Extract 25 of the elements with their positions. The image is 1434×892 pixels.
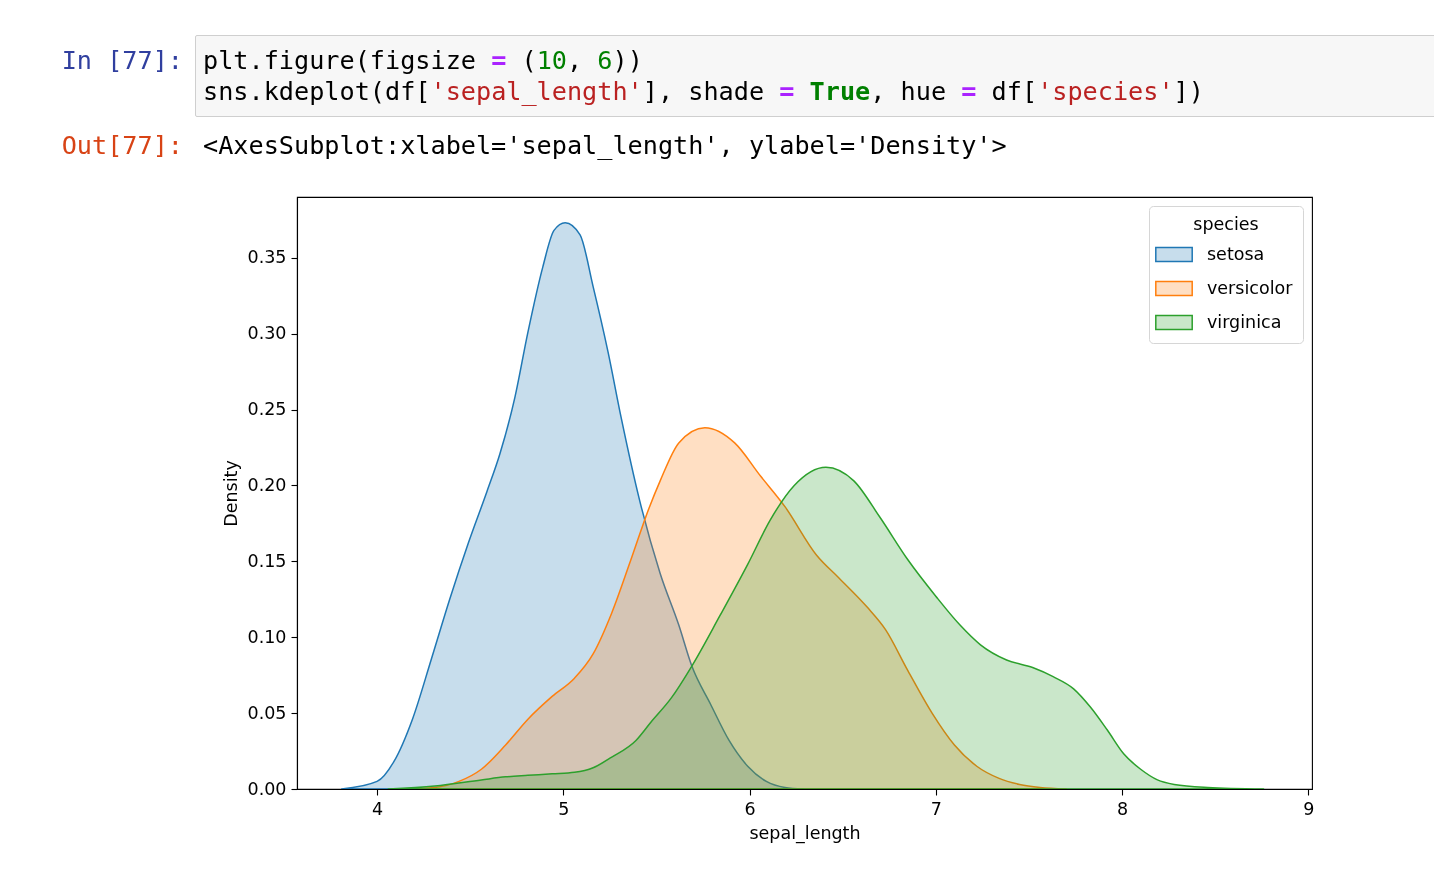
y-tick-label: 0.25 <box>247 399 287 420</box>
legend-title: species <box>1193 214 1259 234</box>
text: Out[77]: <box>60 129 183 161</box>
text: plt.figure(figsize = (10, 6)) <box>203 44 643 76</box>
text: In [77]: <box>60 44 183 76</box>
y-tick-label: 0.15 <box>247 550 287 571</box>
x-tick-label: 8 <box>1116 798 1129 819</box>
x-tick-label: 5 <box>558 798 570 819</box>
x-axis-title: sepal_length <box>749 823 861 844</box>
legend-label: virginica <box>1207 311 1282 332</box>
text: sns.kdeplot(df['sepal_length'], shade = True, hue = df['species']) <box>203 76 1204 106</box>
x-tick-label: 7 <box>930 798 942 819</box>
x-tick-label: 9 <box>1303 798 1315 819</box>
y-tick-label: 0.35 <box>247 247 287 268</box>
y-axis-title: Density <box>220 460 241 527</box>
legend-label: setosa <box>1207 243 1265 264</box>
legend-label: versicolor <box>1207 277 1294 298</box>
x-tick-label: 6 <box>744 798 756 819</box>
y-tick-label: 0.00 <box>247 778 287 799</box>
y-tick-label: 0.10 <box>247 626 287 647</box>
text: <AxesSubplot:xlabel='sepal_length', ylabel='Density'> <box>203 129 1007 161</box>
x-tick-label: 4 <box>372 798 384 819</box>
y-tick-label: 0.30 <box>247 323 287 344</box>
y-tick-label: 0.20 <box>247 474 287 495</box>
y-tick-label: 0.05 <box>247 702 287 723</box>
